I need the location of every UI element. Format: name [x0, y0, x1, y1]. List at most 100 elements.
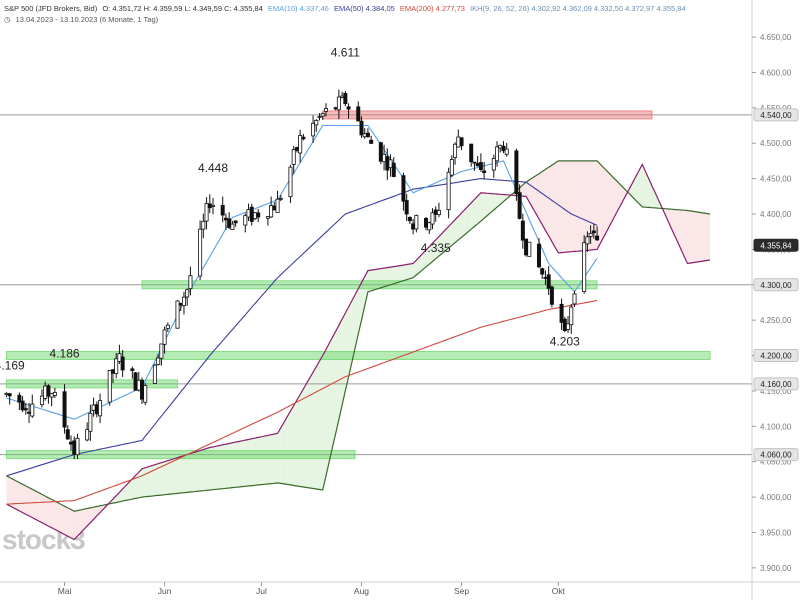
- cloud-bear-segment: [16, 480, 20, 511]
- candle-down: [524, 238, 529, 256]
- candle-down: [404, 200, 409, 215]
- candle-up: [320, 113, 325, 117]
- candle-down: [369, 139, 374, 144]
- cloud-bear-segment: [558, 160, 562, 253]
- cloud-bull-segment: [467, 202, 472, 232]
- cloud-bear-segment: [616, 180, 620, 213]
- cloud-bull-segment: [629, 182, 633, 198]
- candle-up: [323, 108, 328, 112]
- cloud-bear-segment: [555, 160, 559, 253]
- candle-up: [449, 159, 454, 176]
- cloud-bull-segment: [371, 269, 375, 291]
- cloud-bear-segment: [6, 475, 10, 506]
- support-zone: [141, 280, 598, 290]
- candle-up: [30, 403, 35, 417]
- cloud-bull-segment: [145, 466, 149, 497]
- cloud-bear-segment: [74, 510, 78, 540]
- candle-up: [52, 392, 57, 396]
- cloud-bull-segment: [325, 343, 330, 476]
- candle-up: [114, 358, 119, 375]
- ema10-legend: EMA(10) 4.337,46: [267, 4, 329, 13]
- candle-down: [536, 243, 541, 268]
- candle-up: [159, 343, 164, 359]
- candle-up: [136, 379, 141, 391]
- price-tag-label: 4.300,00: [760, 281, 792, 290]
- candle-up: [362, 133, 367, 138]
- candle-down: [23, 408, 28, 411]
- candle-down: [359, 120, 364, 136]
- cloud-bull-segment: [280, 422, 285, 484]
- cloud-bull-segment: [448, 223, 452, 249]
- candle-up: [582, 242, 587, 293]
- candle-down: [472, 161, 477, 164]
- candle-down: [27, 411, 32, 414]
- price-annotation: 4.169: [0, 358, 25, 372]
- cloud-bear-segment: [606, 170, 610, 232]
- candle-up: [107, 369, 112, 403]
- cloud-bull-segment: [148, 465, 152, 497]
- cloud-bear-segment: [542, 169, 546, 231]
- cloud-bull-segment: [229, 442, 233, 488]
- cloud-bull-segment: [445, 226, 449, 251]
- cloud-bull-segment: [167, 459, 172, 495]
- candle-down: [20, 400, 25, 411]
- candle-down: [469, 143, 474, 163]
- candle-up: [491, 158, 496, 171]
- candle-down: [17, 394, 22, 403]
- cloud-bear-segment: [697, 211, 701, 263]
- candle-down: [227, 218, 232, 228]
- cloud-bear-segment: [703, 212, 707, 262]
- price-tag-box: [753, 238, 799, 252]
- cloud-bull-segment: [451, 219, 456, 246]
- cloud-bull-segment: [138, 468, 143, 498]
- candle-up: [340, 95, 345, 98]
- candle-down: [433, 209, 438, 215]
- cloud-bull-segment: [116, 492, 120, 503]
- candle-up: [75, 437, 80, 456]
- candle-down: [301, 136, 306, 140]
- cloud-bull-segment: [164, 460, 168, 495]
- price-tag-box: [753, 377, 799, 391]
- cloud-bull-segment: [290, 405, 294, 486]
- candle-up: [156, 357, 161, 365]
- cloud-bear-segment: [19, 482, 23, 513]
- x-tick-label: Mai: [58, 586, 72, 596]
- cloud-bear-segment: [680, 209, 685, 257]
- cloud-bull-segment: [471, 199, 475, 230]
- candle-up: [288, 166, 293, 198]
- candle-down: [391, 162, 396, 177]
- candle-up: [436, 210, 441, 216]
- cloud-bull-segment: [406, 264, 410, 280]
- resistance-zone: [322, 110, 653, 120]
- cloud-bear-segment: [67, 507, 72, 538]
- candle-down: [120, 356, 125, 371]
- cloud-bear-segment: [25, 485, 30, 516]
- candle-up: [527, 241, 532, 257]
- cloud-bear-segment: [61, 504, 65, 535]
- price-annotation: 4.203: [550, 334, 580, 348]
- cloud-bear-segment: [90, 507, 94, 523]
- candle-down: [543, 277, 548, 279]
- clock-icon: ◷: [4, 15, 11, 24]
- y-tick-label: 3.950,00: [760, 528, 792, 537]
- cloud-bull-segment: [464, 206, 468, 235]
- candle-up: [588, 232, 593, 237]
- cloud-bull-segment: [142, 467, 146, 498]
- cloud-bull-segment: [125, 482, 130, 501]
- cloud-bull-segment: [177, 456, 181, 494]
- cloud-bear-segment: [87, 507, 91, 527]
- candle-down: [140, 379, 145, 400]
- price-tag-label: 4.200,00: [760, 352, 792, 361]
- candle-up: [165, 324, 170, 329]
- candle-up: [265, 216, 270, 219]
- cloud-bull-segment: [348, 300, 352, 377]
- candle-down: [7, 393, 12, 397]
- cloud-bear-segment: [571, 160, 575, 252]
- candle-down: [249, 206, 254, 222]
- candle-down: [233, 220, 238, 224]
- cloud-bull-segment: [319, 355, 323, 490]
- price-tag-box: [753, 349, 799, 363]
- x-tick-label: Okt: [552, 586, 566, 596]
- x-tick-label: Jul: [256, 586, 267, 596]
